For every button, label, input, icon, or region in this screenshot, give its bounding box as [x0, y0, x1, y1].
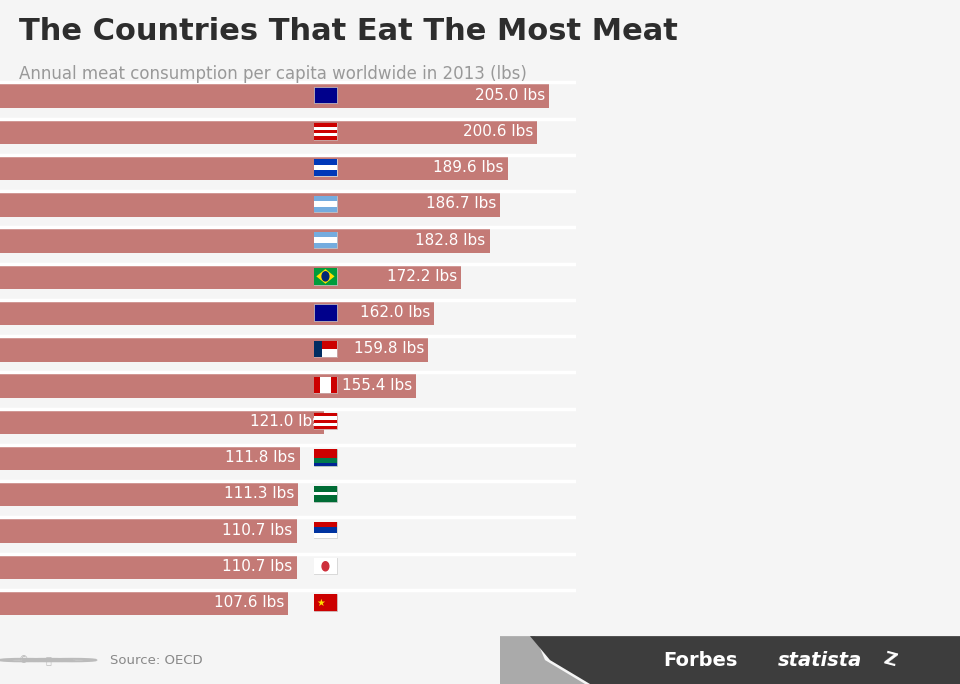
FancyBboxPatch shape: [314, 522, 337, 527]
FancyBboxPatch shape: [314, 349, 337, 357]
Text: Z: Z: [881, 650, 899, 670]
FancyBboxPatch shape: [314, 413, 337, 430]
Bar: [0, 119, 538, 144]
FancyBboxPatch shape: [314, 123, 337, 140]
Polygon shape: [530, 636, 960, 684]
FancyBboxPatch shape: [314, 463, 337, 466]
FancyBboxPatch shape: [314, 413, 337, 417]
Text: Source: OECD: Source: OECD: [110, 653, 203, 667]
FancyBboxPatch shape: [314, 594, 337, 611]
Text: Annual meat consumption per capita worldwide in 2013 (lbs): Annual meat consumption per capita world…: [19, 65, 527, 83]
FancyBboxPatch shape: [314, 449, 337, 458]
FancyBboxPatch shape: [314, 377, 337, 393]
Text: statista: statista: [778, 650, 862, 670]
Text: 189.6 lbs: 189.6 lbs: [433, 160, 504, 175]
Text: 110.7 lbs: 110.7 lbs: [223, 559, 293, 574]
FancyBboxPatch shape: [314, 243, 337, 248]
Bar: [0, 481, 299, 506]
Circle shape: [322, 562, 329, 571]
Text: 182.8 lbs: 182.8 lbs: [416, 233, 486, 248]
Text: 107.6 lbs: 107.6 lbs: [214, 595, 284, 610]
Text: =: =: [68, 655, 76, 665]
FancyBboxPatch shape: [314, 527, 337, 533]
FancyBboxPatch shape: [314, 196, 337, 212]
Text: ★: ★: [317, 598, 325, 607]
Circle shape: [322, 272, 329, 281]
FancyBboxPatch shape: [314, 423, 337, 426]
Text: 162.0 lbs: 162.0 lbs: [360, 305, 430, 320]
Text: 159.8 lbs: 159.8 lbs: [353, 341, 424, 356]
FancyBboxPatch shape: [314, 449, 337, 466]
FancyBboxPatch shape: [314, 133, 337, 136]
Polygon shape: [316, 269, 335, 284]
FancyBboxPatch shape: [314, 159, 337, 165]
FancyBboxPatch shape: [314, 522, 337, 538]
FancyBboxPatch shape: [314, 136, 337, 140]
FancyBboxPatch shape: [314, 558, 337, 575]
Bar: [0, 336, 428, 362]
FancyBboxPatch shape: [314, 341, 322, 357]
FancyBboxPatch shape: [314, 87, 337, 103]
FancyBboxPatch shape: [314, 417, 337, 420]
Bar: [0, 590, 288, 615]
FancyBboxPatch shape: [314, 558, 337, 575]
Text: 111.3 lbs: 111.3 lbs: [224, 486, 294, 501]
Bar: [0, 300, 434, 326]
FancyBboxPatch shape: [314, 232, 337, 248]
Bar: [0, 517, 297, 542]
FancyBboxPatch shape: [314, 237, 337, 243]
FancyBboxPatch shape: [314, 268, 337, 285]
FancyBboxPatch shape: [314, 341, 337, 357]
FancyBboxPatch shape: [314, 196, 337, 201]
Text: ©: ©: [19, 655, 29, 665]
Bar: [0, 445, 300, 470]
FancyBboxPatch shape: [314, 123, 337, 127]
Polygon shape: [323, 564, 328, 568]
Text: The Countries That Eat The Most Meat: The Countries That Eat The Most Meat: [19, 17, 678, 46]
FancyBboxPatch shape: [314, 165, 337, 170]
Text: 121.0 lbs: 121.0 lbs: [250, 414, 320, 429]
FancyBboxPatch shape: [314, 533, 337, 538]
FancyBboxPatch shape: [331, 377, 337, 393]
FancyBboxPatch shape: [314, 377, 337, 393]
FancyBboxPatch shape: [314, 449, 337, 466]
Polygon shape: [500, 636, 585, 684]
Text: 155.4 lbs: 155.4 lbs: [342, 378, 412, 393]
Bar: [0, 263, 462, 289]
FancyBboxPatch shape: [314, 486, 337, 502]
FancyBboxPatch shape: [314, 130, 337, 133]
FancyBboxPatch shape: [314, 304, 337, 321]
Bar: [0, 372, 417, 398]
Bar: [0, 83, 549, 108]
Text: 186.7 lbs: 186.7 lbs: [426, 196, 496, 211]
FancyBboxPatch shape: [314, 207, 337, 212]
Text: 205.0 lbs: 205.0 lbs: [475, 88, 545, 103]
Text: Forbes: Forbes: [662, 650, 737, 670]
Text: ⓘ: ⓘ: [45, 655, 51, 665]
Bar: [0, 553, 297, 579]
FancyBboxPatch shape: [314, 201, 337, 207]
Text: 111.8 lbs: 111.8 lbs: [226, 450, 296, 465]
Text: 110.7 lbs: 110.7 lbs: [223, 523, 293, 538]
FancyBboxPatch shape: [314, 341, 337, 349]
FancyBboxPatch shape: [314, 420, 337, 423]
FancyBboxPatch shape: [314, 426, 337, 430]
Bar: [0, 408, 324, 434]
FancyBboxPatch shape: [314, 159, 337, 176]
FancyBboxPatch shape: [314, 486, 337, 502]
FancyBboxPatch shape: [314, 377, 320, 393]
FancyBboxPatch shape: [314, 232, 337, 237]
FancyBboxPatch shape: [314, 127, 337, 130]
FancyBboxPatch shape: [314, 268, 337, 285]
FancyBboxPatch shape: [314, 594, 337, 611]
FancyBboxPatch shape: [314, 170, 337, 176]
Bar: [0, 228, 490, 253]
FancyBboxPatch shape: [314, 492, 337, 495]
Bar: [0, 192, 500, 217]
Text: 172.2 lbs: 172.2 lbs: [387, 269, 457, 284]
Bar: [0, 155, 508, 181]
Text: 200.6 lbs: 200.6 lbs: [463, 124, 534, 139]
